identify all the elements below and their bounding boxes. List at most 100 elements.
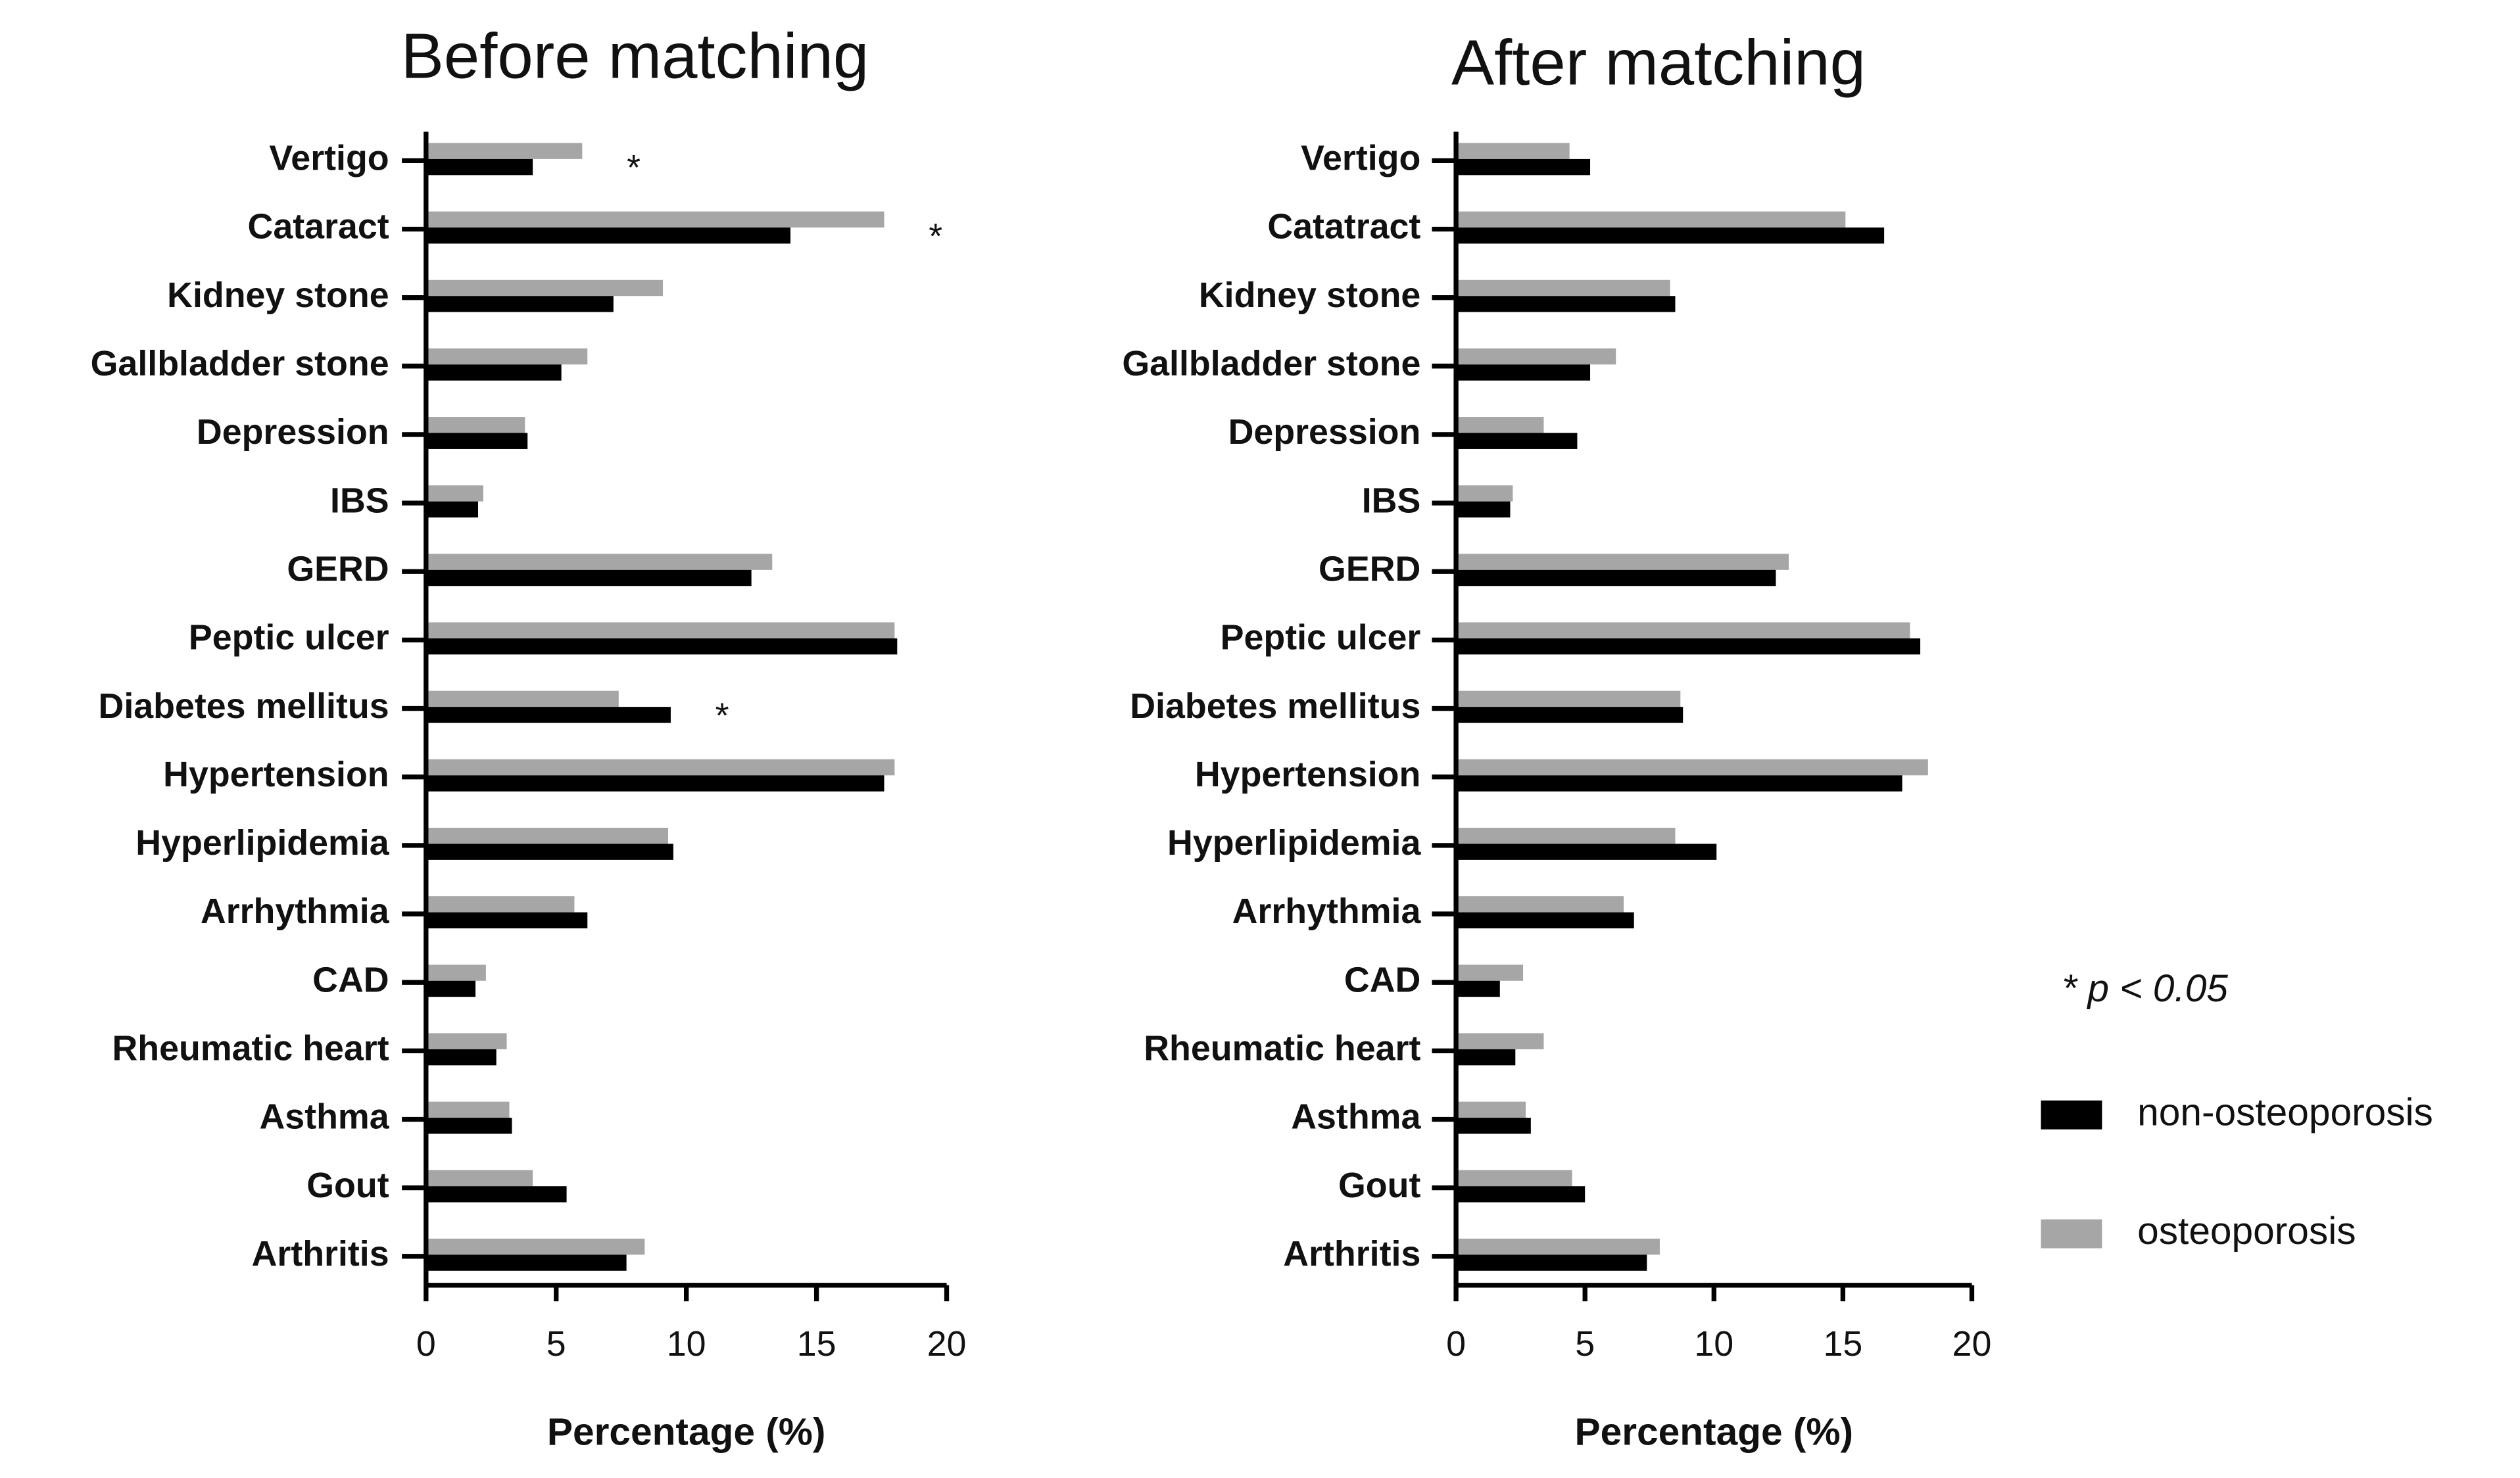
- bar: [425, 844, 673, 860]
- bar: [425, 1033, 507, 1049]
- x-tick-label: 5: [1575, 1324, 1595, 1364]
- bar: [1456, 1101, 1526, 1118]
- category-label: Hypertension: [1195, 755, 1420, 794]
- bar: [1456, 896, 1624, 913]
- bar: [1456, 1170, 1572, 1187]
- bar: [1456, 279, 1670, 297]
- category-label: Diabetes mellitus: [99, 686, 389, 726]
- bar: [1456, 348, 1616, 365]
- bar: [425, 296, 614, 312]
- bar: [425, 1049, 497, 1066]
- bar: [425, 1170, 533, 1187]
- bar: [425, 227, 791, 244]
- bar: [425, 348, 588, 365]
- bar: [425, 775, 884, 792]
- bar: [1456, 554, 1789, 570]
- bar: [1456, 569, 1776, 586]
- legend-swatch: [2041, 1219, 2102, 1249]
- bar: [1456, 690, 1681, 707]
- category-label: Rheumatic heart: [112, 1029, 389, 1068]
- bar: [1456, 1049, 1516, 1066]
- category-label: Vertigo: [269, 139, 389, 178]
- significance-mark: *: [627, 148, 641, 187]
- chart-title: After matching: [1451, 26, 1866, 98]
- category-label: Rheumatic heart: [1144, 1029, 1420, 1068]
- category-label: Gallbladder stone: [1122, 344, 1420, 383]
- legend-label: osteoporosis: [2137, 1210, 2356, 1252]
- category-label: GERD: [1319, 549, 1420, 588]
- bar: [425, 828, 668, 844]
- bar: [1456, 707, 1684, 723]
- category-label: Diabetes mellitus: [1130, 686, 1420, 726]
- bar: [425, 485, 483, 502]
- x-tick-label: 5: [546, 1324, 566, 1364]
- category-label: Cataract: [248, 207, 389, 247]
- bar: [425, 158, 533, 176]
- legend-label: non-osteoporosis: [2137, 1091, 2433, 1133]
- bar: [1456, 1238, 1660, 1255]
- category-label: Catatract: [1267, 207, 1420, 247]
- category-label: CAD: [1344, 960, 1420, 999]
- x-axis-title: Percentage (%): [1575, 1411, 1854, 1454]
- x-tick-label: 20: [927, 1324, 967, 1364]
- bar: [1456, 211, 1846, 228]
- bar: [1456, 1118, 1531, 1134]
- bar: [425, 707, 671, 723]
- x-tick-label: 10: [667, 1324, 706, 1364]
- bar: [425, 638, 898, 655]
- bar: [425, 554, 773, 570]
- significance-mark: *: [929, 216, 942, 256]
- category-label: Vertigo: [1301, 139, 1420, 178]
- x-tick-label: 0: [1446, 1324, 1466, 1364]
- bar: [1456, 759, 1928, 776]
- bar: [425, 211, 884, 228]
- bar: [1456, 965, 1524, 981]
- bar: [1456, 143, 1570, 159]
- x-axis-title: Percentage (%): [547, 1411, 826, 1454]
- category-label: Arthritis: [1283, 1234, 1420, 1274]
- category-label: Asthma: [1291, 1097, 1421, 1137]
- bar: [425, 279, 664, 297]
- category-label: Hypertension: [163, 755, 389, 794]
- chart-title: Before matching: [401, 20, 869, 92]
- bar: [1456, 417, 1544, 433]
- bar: [1456, 501, 1511, 518]
- x-tick-label: 15: [797, 1324, 836, 1364]
- bar: [1456, 622, 1910, 638]
- bar: [425, 433, 528, 449]
- bar: [1456, 158, 1591, 176]
- category-label: Gallbladder stone: [91, 344, 389, 383]
- category-label: Peptic ulcer: [189, 618, 389, 657]
- bar: [425, 690, 619, 707]
- x-tick-label: 15: [1823, 1324, 1862, 1364]
- bar: [425, 1118, 512, 1134]
- bar: [1456, 828, 1676, 844]
- bar: [1456, 433, 1578, 449]
- category-label: Hyperlipidemia: [1167, 823, 1421, 863]
- x-tick-label: 20: [1952, 1324, 1992, 1364]
- bar: [425, 569, 752, 586]
- bar: [1456, 1186, 1586, 1203]
- category-label: Gout: [1338, 1166, 1420, 1205]
- category-label: IBS: [330, 481, 389, 520]
- bar: [425, 759, 895, 776]
- category-label: Depression: [1228, 412, 1421, 452]
- bar: [1456, 775, 1902, 792]
- category-label: Depression: [197, 412, 389, 452]
- bar: [1456, 1033, 1544, 1049]
- bar: [425, 980, 476, 997]
- category-label: Arrhythmia: [1232, 892, 1422, 931]
- bar: [425, 622, 895, 638]
- bar: [425, 1238, 645, 1255]
- bar: [425, 364, 562, 381]
- bar: [1456, 980, 1500, 997]
- category-label: Gout: [306, 1166, 389, 1205]
- category-label: Kidney stone: [1199, 275, 1421, 315]
- bar: [425, 417, 525, 433]
- bar: [1456, 227, 1885, 244]
- category-label: CAD: [312, 960, 389, 999]
- bar: [425, 1254, 627, 1271]
- bar: [425, 896, 575, 913]
